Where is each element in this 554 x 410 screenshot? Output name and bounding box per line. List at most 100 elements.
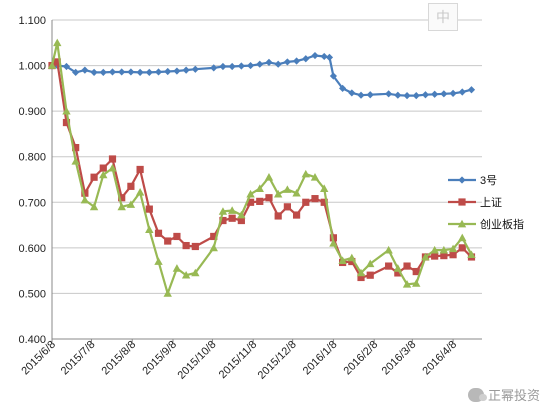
wechat-logo-icon <box>467 387 487 402</box>
data-point-1-17 <box>210 232 218 241</box>
data-point-2-16 <box>191 268 200 277</box>
data-point-2-26 <box>292 188 301 197</box>
data-point-1-28 <box>311 195 319 203</box>
data-point-1-40 <box>431 252 439 260</box>
data-point-2-41 <box>439 245 449 254</box>
data-point-0-5 <box>90 68 98 77</box>
data-point-2-2 <box>62 106 71 115</box>
legend-marker-1 <box>458 198 466 206</box>
data-point-0-14 <box>173 67 181 75</box>
data-point-0-7 <box>108 68 117 76</box>
data-point-2-22 <box>255 184 264 192</box>
data-point-1-26 <box>292 211 301 219</box>
data-point-0-34 <box>357 91 365 99</box>
data-point-1-24 <box>274 212 282 220</box>
data-point-1-33 <box>357 273 365 282</box>
data-point-0-25 <box>283 58 291 66</box>
series-2 <box>47 38 476 297</box>
data-point-0-10 <box>136 68 144 77</box>
y-tick-label-5: 0.900 <box>18 106 46 118</box>
data-point-1-38 <box>412 267 420 276</box>
y-tick-labels: 0.400 0.500 0.600 0.700 0.800 0.900 1.000 1.100 <box>18 15 46 346</box>
data-point-1-5 <box>90 173 98 181</box>
data-point-0-36 <box>385 90 393 98</box>
data-point-0-23 <box>265 58 273 66</box>
data-point-0-18 <box>219 62 227 71</box>
data-point-0-4 <box>81 66 89 74</box>
data-point-2-18 <box>218 207 228 215</box>
data-point-0-38 <box>403 92 411 100</box>
data-point-0-2 <box>62 62 71 71</box>
data-point-0-28 <box>311 51 319 60</box>
data-point-2-24 <box>273 189 283 198</box>
data-point-2-5 <box>89 202 99 211</box>
data-point-1-37 <box>403 262 411 270</box>
data-point-1-29 <box>320 198 328 206</box>
y-tick-label-1: 0.500 <box>18 288 46 300</box>
data-point-2-11 <box>145 225 154 233</box>
watermark: 正幂投资 <box>463 385 544 404</box>
data-point-1-18 <box>219 216 227 225</box>
data-point-0-45 <box>467 86 476 94</box>
ime-badge: 中 <box>428 3 458 31</box>
data-point-1-34 <box>366 271 374 279</box>
data-point-2-32 <box>347 253 357 262</box>
data-point-2-10 <box>135 188 145 196</box>
axes <box>51 20 482 343</box>
data-point-2-7 <box>108 163 117 172</box>
data-point-0-11 <box>145 68 153 77</box>
data-point-1-32 <box>348 257 356 266</box>
data-point-0-33 <box>348 89 356 97</box>
data-point-1-15 <box>182 241 190 250</box>
data-point-1-23 <box>265 194 273 202</box>
data-point-2-21 <box>246 189 255 198</box>
data-point-0-20 <box>237 62 245 70</box>
data-point-0-40 <box>421 91 430 99</box>
data-point-1-21 <box>246 198 255 206</box>
data-point-1-20 <box>237 216 245 225</box>
y-tick-label-3: 0.700 <box>18 197 46 209</box>
data-point-0-35 <box>366 91 374 99</box>
data-point-0-44 <box>458 88 466 96</box>
data-point-0-19 <box>228 62 236 71</box>
data-point-0-24 <box>274 60 282 68</box>
y-tick-label-2: 0.600 <box>18 243 46 255</box>
data-point-2-38 <box>412 279 421 287</box>
data-point-0-37 <box>394 91 402 99</box>
data-point-0-9 <box>127 68 135 76</box>
series-line-0 <box>52 54 472 97</box>
data-point-2-43 <box>458 233 467 242</box>
data-point-0-41 <box>431 90 439 98</box>
data-point-0-29 <box>320 52 328 61</box>
data-point-2-8 <box>117 202 126 211</box>
data-point-2-40 <box>430 245 439 254</box>
data-point-0-3 <box>72 68 80 77</box>
data-point-0-27 <box>302 55 310 63</box>
data-point-2-30 <box>329 239 338 247</box>
data-point-0-12 <box>154 68 163 76</box>
data-point-1-8 <box>118 194 126 202</box>
data-point-2-29 <box>320 184 329 192</box>
series-layer <box>47 38 476 297</box>
data-point-1-42 <box>449 251 457 259</box>
data-point-2-4 <box>80 195 90 204</box>
y-tick-label-6: 1.000 <box>18 61 46 73</box>
data-point-1-9 <box>127 182 135 190</box>
data-point-2-42 <box>448 244 458 253</box>
data-point-2-0 <box>47 61 57 69</box>
data-point-1-41 <box>440 252 448 260</box>
data-point-2-12 <box>154 257 163 265</box>
data-point-0-31 <box>329 72 338 80</box>
y-tick-label-4: 0.800 <box>18 152 46 164</box>
data-point-1-19 <box>228 214 236 222</box>
series-0 <box>48 51 476 100</box>
data-point-2-44 <box>467 250 476 259</box>
data-point-2-6 <box>99 170 108 179</box>
data-point-2-33 <box>356 268 366 277</box>
data-point-0-16 <box>191 65 199 73</box>
data-point-1-43 <box>458 244 466 252</box>
data-point-0-21 <box>246 61 255 70</box>
data-point-1-6 <box>99 164 107 172</box>
